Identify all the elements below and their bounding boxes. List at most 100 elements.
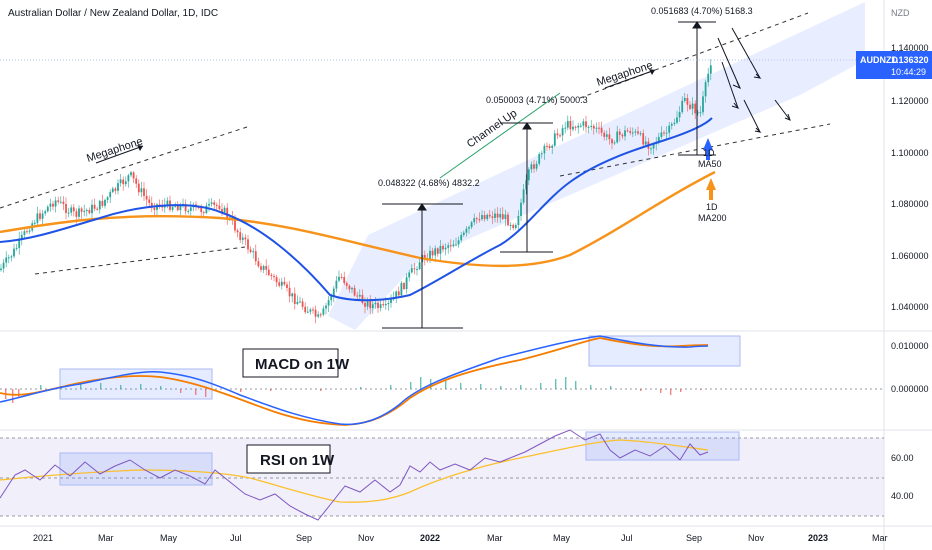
candle-body <box>189 207 192 211</box>
macd-histogram-bar <box>420 377 422 389</box>
candle-body <box>546 145 548 147</box>
candle-body <box>382 304 385 306</box>
rsi-title-box <box>246 444 331 474</box>
candle-body <box>507 214 509 226</box>
macd-histogram-bar <box>320 389 322 391</box>
candle-body <box>551 145 554 148</box>
candle-body <box>241 237 244 240</box>
candle-body <box>598 127 600 129</box>
candle-body <box>416 268 418 270</box>
candle-body <box>254 251 257 262</box>
candle-body <box>436 248 439 254</box>
candle-body <box>566 120 569 128</box>
candle-body <box>2 262 5 269</box>
candle-body <box>423 254 426 260</box>
candle-body <box>291 293 294 297</box>
candle-body <box>83 210 86 212</box>
candle-body <box>621 134 624 137</box>
measure-1-label: 0.048322 (4.68%) 4832.2 <box>378 178 480 188</box>
candle-body <box>260 266 262 270</box>
candle-body <box>418 262 421 269</box>
candle-body <box>525 180 528 190</box>
candle-body <box>395 291 398 298</box>
macd-histogram-bar <box>640 389 642 391</box>
candle-body <box>587 126 590 128</box>
candle-body <box>644 141 647 145</box>
candle-body <box>650 148 652 150</box>
candle-body <box>322 308 325 315</box>
macd-histogram-bar <box>270 389 272 391</box>
candle-body <box>247 239 249 250</box>
candle-body <box>410 268 413 273</box>
candle-body <box>122 179 125 185</box>
ma50-arrow-icon <box>703 138 713 160</box>
macd-histogram-bar <box>680 389 682 392</box>
x-tick: 2022 <box>420 533 440 543</box>
macd-histogram-bar <box>460 383 462 389</box>
macd-histogram-bar <box>240 389 242 392</box>
candle-body <box>403 283 405 289</box>
candle-body <box>590 125 593 127</box>
candle-body <box>535 163 538 169</box>
candle-body <box>460 234 463 241</box>
candle-body <box>338 276 340 281</box>
macd-histogram-bar <box>610 386 612 389</box>
candle-body <box>408 272 411 278</box>
candle-body <box>114 188 117 191</box>
candle-body <box>353 287 356 296</box>
candle-body <box>491 216 494 218</box>
ma200-label-line2: MA200 <box>698 213 727 223</box>
rsi-y-tick: 60.00 <box>891 453 914 463</box>
candle-body <box>429 250 431 261</box>
candle-body <box>234 220 236 231</box>
candle-body <box>605 134 608 137</box>
candle-body <box>582 121 585 126</box>
x-tick: Jul <box>621 533 633 543</box>
candle-body <box>80 208 83 212</box>
candle-body <box>522 189 525 203</box>
candle-body <box>540 153 543 155</box>
candle-body <box>387 302 390 304</box>
y-tick: 1.060000 <box>891 251 929 261</box>
x-tick: May <box>160 533 178 543</box>
macd-histogram-bar <box>670 389 672 395</box>
candle-body <box>351 287 353 290</box>
candle-body <box>533 164 535 169</box>
candle-body <box>413 268 416 270</box>
candle-body <box>364 302 366 307</box>
candle-body <box>538 153 541 164</box>
measure-3-label: 0.051683 (4.70%) 5168.3 <box>651 6 753 16</box>
ma200-arrow-icon <box>706 178 716 200</box>
channel-up-line <box>439 92 561 179</box>
candle-body <box>96 208 99 210</box>
candle-body <box>62 201 65 205</box>
candle-body <box>306 311 309 313</box>
macd-histogram-bar <box>555 379 557 389</box>
candle-body <box>119 179 122 184</box>
candle-body <box>478 219 481 221</box>
main-y-axis: 1.140000 1.120000 1.100000 1.080000 1.06… <box>891 43 929 312</box>
candle-body <box>85 209 88 211</box>
ma200-line <box>0 170 716 268</box>
candle-body <box>366 300 369 307</box>
candle-body <box>442 245 444 250</box>
candle-body <box>501 214 504 219</box>
price-tag-countdown: 10:44:29 <box>891 67 926 77</box>
candle-body <box>470 222 473 228</box>
candle-body <box>603 132 606 137</box>
macd-histogram-bar <box>100 383 102 389</box>
candle-body <box>78 208 80 217</box>
candle-body <box>106 197 109 200</box>
rsi-ma-line <box>0 439 709 503</box>
candle-body <box>335 280 338 289</box>
rsi-line <box>0 429 709 521</box>
macd-y-tick: 0.010000 <box>891 341 929 351</box>
candle-body <box>23 231 26 235</box>
candle-body <box>88 209 91 214</box>
candle-body <box>28 230 31 232</box>
candle-body <box>618 131 621 135</box>
macd-histogram-bar <box>18 389 20 397</box>
candle-body <box>304 306 307 313</box>
projection-arrows <box>717 27 791 133</box>
candle-body <box>348 285 351 290</box>
